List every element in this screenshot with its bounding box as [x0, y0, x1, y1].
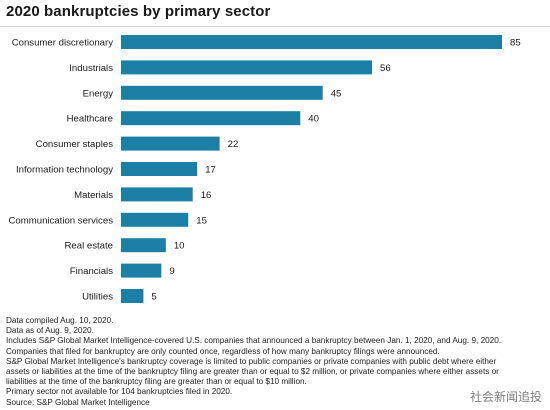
- bar-group: Industrials 56: [69, 60, 391, 75]
- value-label: 16: [201, 190, 212, 201]
- value-label: 10: [174, 241, 185, 252]
- bar: [121, 162, 198, 176]
- value-label: 40: [308, 114, 319, 125]
- bar-group: Energy 45: [83, 85, 342, 100]
- bar-group: Healthcare 40: [67, 111, 319, 126]
- value-label: 56: [380, 63, 391, 74]
- value-label: 85: [510, 38, 521, 49]
- note-line: Data as of Aug. 9, 2020.: [6, 326, 94, 336]
- watermark: 社会新闻追投: [469, 390, 542, 404]
- category-label: Communication services: [8, 215, 113, 226]
- note-line: Companies that filed for bankruptcy are …: [6, 346, 440, 356]
- note-line: Source: S&P Global Market Intelligence: [6, 397, 150, 407]
- category-label: Information technology: [16, 165, 113, 176]
- chart-notes: Data compiled Aug. 10, 2020. Data as of A…: [6, 316, 546, 408]
- chart-title: 2020 bankruptcies by primary sector: [6, 3, 271, 20]
- bar: [121, 111, 301, 126]
- bar: [121, 35, 502, 49]
- bar-group: Consumer staples 22: [36, 136, 239, 151]
- note-line: liabilities at the time of the bankruptc…: [6, 377, 307, 387]
- category-label: Financials: [70, 266, 113, 277]
- bar-group: Financials 9: [70, 263, 175, 278]
- bar: [121, 60, 373, 75]
- category-label: Materials: [74, 190, 113, 201]
- note-line: Data compiled Aug. 10, 2020.: [6, 316, 114, 325]
- bar-group: Materials 16: [74, 187, 212, 202]
- bar-group: Information technology 17: [16, 162, 216, 176]
- category-label: Consumer staples: [36, 139, 114, 150]
- bar-group: Utilities 5: [82, 289, 157, 303]
- value-label: 9: [169, 266, 174, 277]
- bar-group: Consumer discretionary 85: [12, 35, 521, 49]
- category-label: Energy: [83, 88, 114, 99]
- bar-group: Real estate 10: [64, 238, 185, 253]
- value-label: 15: [196, 215, 207, 226]
- chart-header: 2020 bankruptcies by primary sector: [0, 0, 550, 27]
- category-label: Consumer discretionary: [12, 38, 114, 49]
- value-label: 45: [331, 88, 342, 99]
- value-label: 17: [205, 165, 216, 176]
- bar-chart: Consumer discretionary 85 Industrials 56 Ene…: [8, 35, 521, 303]
- bar: [121, 85, 323, 100]
- bar-group: Communication services 15: [8, 212, 207, 227]
- category-label: Industrials: [69, 63, 113, 74]
- category-label: Healthcare: [67, 114, 113, 125]
- bar: [121, 212, 189, 227]
- category-label: Real estate: [64, 241, 113, 252]
- value-label: 5: [151, 292, 156, 303]
- value-label: 22: [228, 139, 239, 150]
- note-line: Primary sector not available for 104 ban…: [6, 387, 233, 397]
- bar: [121, 136, 220, 151]
- note-line: assets or liabilities at the time of the…: [6, 367, 499, 377]
- note-line: S&P Global Market Intelligence's bankrup…: [6, 356, 497, 366]
- note-line: Includes S&P Global Market Intelligence-…: [6, 336, 502, 346]
- bar: [121, 238, 166, 253]
- bar: [121, 263, 162, 278]
- bar: [121, 289, 144, 303]
- category-label: Utilities: [82, 292, 113, 303]
- bar: [121, 187, 193, 202]
